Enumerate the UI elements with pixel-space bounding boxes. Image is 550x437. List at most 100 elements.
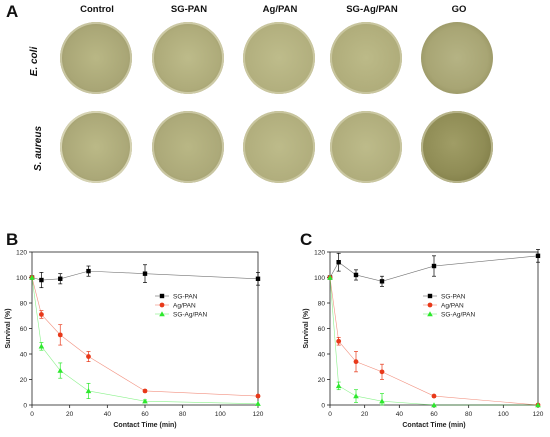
x-tick-label: 20 [66,411,74,418]
data-point-sg-pan [336,260,341,265]
data-point-sg-ag-pan [335,383,342,389]
legend-marker-ag-pan [427,302,433,308]
petri-dish-agpan-ecoli [243,22,315,94]
x-tick-label: 60 [141,411,149,418]
data-point-sg-ag-pan [327,274,333,280]
data-point-ag-pan [336,338,342,344]
data-point-sg-pan [142,271,148,276]
legend-label-sg-pan: SG-PAN [441,293,466,300]
petri-dish-sgpan-saureus [152,111,224,183]
x-tick-label: 120 [253,411,264,418]
y-tick-label: 80 [318,300,326,307]
y-tick-label: 60 [318,326,326,333]
data-point-sg-ag-pan [57,367,64,373]
y-tick-label: 0 [321,402,325,409]
row-label-s-aureus: S. aureus [33,125,45,172]
series-line-ag-pan [329,277,539,406]
y-tick-label: 100 [314,275,325,282]
data-point-sg-pan [255,276,261,281]
data-point-sg-pan [353,272,359,278]
data-point-sg-pan [39,277,44,283]
series-line-sg-ag-pan [31,277,259,405]
petri-dish-control-saureus [60,111,132,183]
legend-marker-ag-pan [159,302,165,308]
y-tick-label: 80 [20,300,28,307]
data-point-ag-pan [39,312,44,317]
data-point-ag-pan [142,388,148,394]
data-point-sg-ag-pan [535,402,541,408]
y-tick-label: 120 [16,249,27,256]
data-point-sg-ag-pan [255,400,261,406]
column-label-control: Control [80,4,114,15]
data-point-sg-ag-pan [29,274,35,280]
petri-dish-sgpan-ecoli [152,22,224,94]
y-axis-label: Survival (%) [303,308,310,348]
data-point-ag-pan [431,393,437,399]
x-tick-label: 0 [328,411,332,418]
x-tick-label: 0 [30,411,34,418]
panel-a-letter: A [6,2,19,21]
petri-dish-control-ecoli [60,22,132,94]
column-label-ag-pan: Ag/PAN [262,4,298,15]
petri-dish-go-saureus [421,111,493,183]
x-tick-label: 80 [179,411,187,418]
legend-label-sg-ag-pan: SG-Ag/PAN [441,311,476,318]
petri-dish-sgagpan-ecoli [330,22,402,94]
legend-marker-sg-pan [159,293,165,299]
data-point-ag-pan [353,359,359,365]
survival-chart-c: 0 20 40 60 80 100 120 0 20 40 60 80 100 120 Contact Ti… [303,249,544,429]
data-point-sg-ag-pan [353,393,359,399]
data-point-ag-pan [57,332,63,338]
legend-label-sg-pan: SG-PAN [173,293,198,300]
y-tick-label: 60 [20,326,28,333]
x-tick-label: 40 [396,411,404,418]
y-axis-label: Survival (%) [5,308,12,348]
legend-label-sg-ag-pan: SG-Ag/PAN [173,311,208,318]
data-point-sg-ag-pan [38,343,45,349]
data-point-sg-pan [535,253,541,259]
survival-chart-b: 0 20 40 60 80 100 120 0 20 40 60 80 100 120 Contact Ti… [5,249,264,429]
data-point-sg-ag-pan [379,398,385,404]
series-line-sg-pan [329,255,539,282]
data-point-sg-ag-pan [431,402,437,408]
y-tick-label: 120 [314,249,325,256]
panel-c-letter: C [300,230,313,249]
legend-marker-sg-ag-pan [427,311,433,317]
petri-dish-go-ecoli [421,22,493,94]
data-point-sg-ag-pan [85,388,92,394]
petri-dish-sgagpan-saureus [330,111,402,183]
y-tick-label: 40 [20,351,28,358]
data-point-ag-pan [379,369,385,375]
column-label-sg-ag-pan: SG-Ag/PAN [346,4,398,15]
legend-marker-sg-ag-pan [159,311,165,317]
legend-marker-sg-pan [427,293,433,299]
y-tick-label: 100 [16,275,27,282]
column-label-go: GO [451,4,467,15]
panel-b-letter: B [6,230,19,249]
y-tick-label: 40 [318,351,326,358]
x-tick-label: 40 [104,411,112,418]
x-tick-label: 100 [498,411,509,418]
x-tick-label: 80 [465,411,473,418]
y-tick-label: 20 [20,377,28,384]
data-point-ag-pan [255,393,261,399]
petri-dish-agpan-saureus [243,111,315,183]
x-tick-label: 20 [361,411,369,418]
data-point-ag-pan [86,354,91,359]
data-point-sg-ag-pan [142,398,148,404]
data-point-sg-pan [431,263,437,269]
legend-label-ag-pan: Ag/PAN [173,302,196,309]
x-axis-label: Contact Time (min) [113,422,176,429]
row-label-e-coli: E. coli [29,46,41,77]
y-tick-label: 0 [23,402,27,409]
x-axis-label: Contact Time (min) [402,422,465,429]
data-point-sg-pan [379,279,385,284]
y-tick-label: 20 [318,377,326,384]
data-point-sg-pan [58,276,63,281]
x-tick-label: 60 [430,411,438,418]
column-label-sg-pan: SG-PAN [170,4,208,15]
series-line-ag-pan [31,277,259,397]
series-line-sg-ag-pan [329,277,538,406]
x-tick-label: 100 [215,411,226,418]
data-point-sg-pan [86,268,91,274]
